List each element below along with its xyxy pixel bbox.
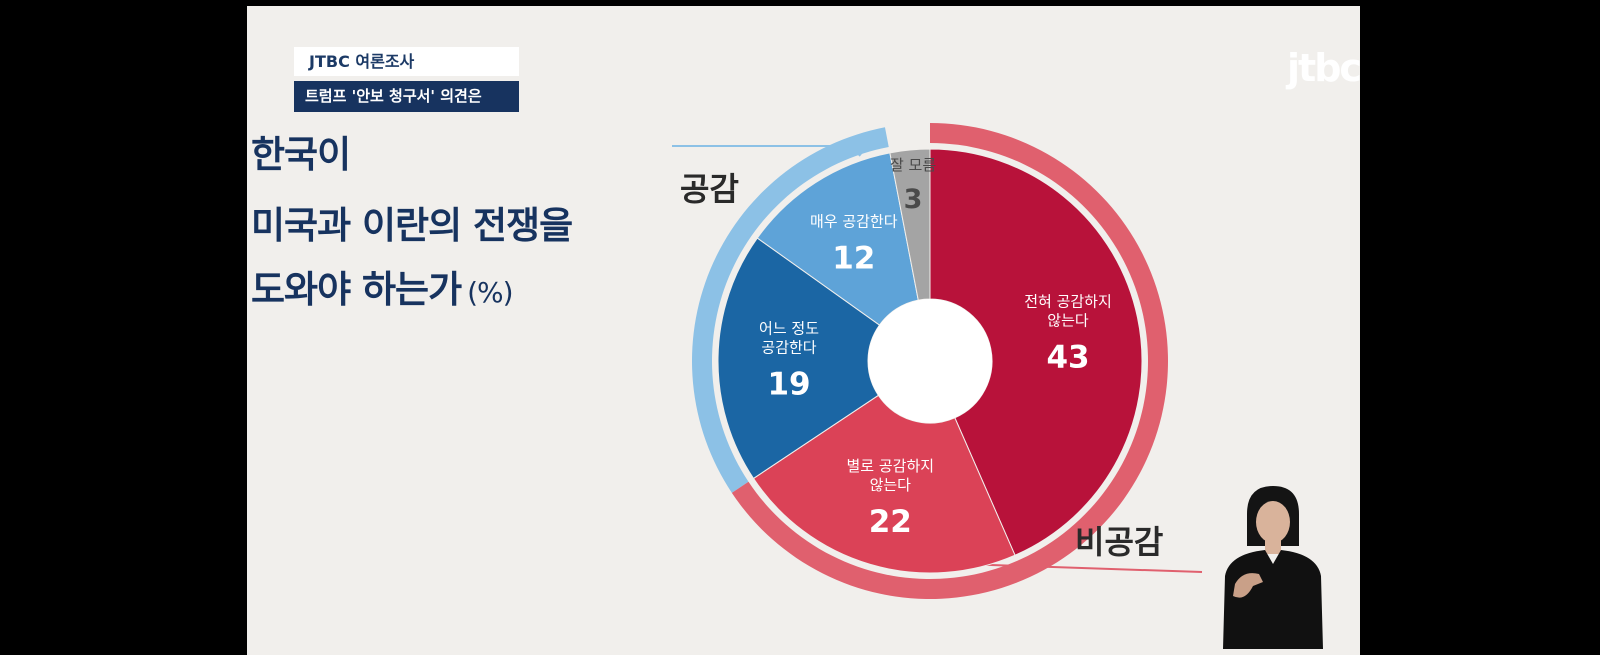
slice-label-2: 않는다 bbox=[870, 476, 912, 494]
group-ring-1 bbox=[692, 127, 889, 493]
slice-label-5: 잘 모름 bbox=[890, 156, 936, 174]
slice-label-2: 별로 공감하지 bbox=[846, 457, 934, 475]
group-label-agree: 공감 bbox=[680, 170, 739, 208]
jtbc-logo: jtbc bbox=[1287, 46, 1362, 90]
sign-language-interpreter bbox=[1223, 486, 1323, 649]
topic-tag: 트럼프 '안보 청구서' 의견은 bbox=[294, 81, 519, 112]
headline-line-2: 미국과 이란의 전쟁을 bbox=[251, 204, 573, 247]
slice-value-2: 22 bbox=[869, 504, 912, 540]
headline-line-1: 한국이 bbox=[251, 133, 351, 176]
slice-value-3: 19 bbox=[767, 366, 810, 402]
slice-label-4: 매우 공감한다 bbox=[810, 212, 898, 230]
slice-label-1: 않는다 bbox=[1047, 312, 1089, 330]
slice-label-1: 전혀 공감하지 bbox=[1024, 293, 1112, 311]
broadcast-frame: JTBC 여론조사 트럼프 '안보 청구서' 의견은 한국이 미국과 이란의 전… bbox=[247, 6, 1360, 655]
source-tag: JTBC 여론조사 bbox=[294, 47, 519, 76]
group-label-disagree: 비공감 bbox=[1075, 523, 1163, 561]
unit-label: (%) bbox=[467, 276, 513, 309]
leader-line-agree bbox=[672, 145, 870, 157]
donut-hole bbox=[868, 299, 992, 423]
slice-value-1: 43 bbox=[1046, 340, 1089, 376]
slice-value-4: 12 bbox=[832, 240, 875, 276]
slice-value-5: 3 bbox=[904, 184, 923, 215]
leader-line-disagree bbox=[961, 563, 1203, 573]
headline-line-3: 도와야 하는가 (%) bbox=[251, 268, 514, 311]
slice-label-3: 어느 정도 bbox=[759, 319, 819, 337]
slice-label-3: 공감한다 bbox=[761, 338, 816, 356]
